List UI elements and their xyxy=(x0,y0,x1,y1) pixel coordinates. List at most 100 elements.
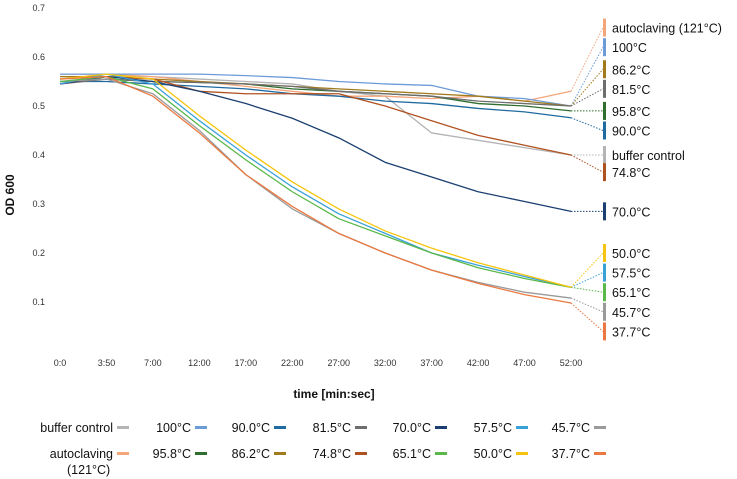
legend-swatch xyxy=(594,426,606,429)
end-label-marker xyxy=(603,101,606,120)
end-label: 100°C xyxy=(612,41,647,55)
end-label: buffer control xyxy=(612,149,685,163)
legend-label: 50.0°C xyxy=(474,447,512,461)
x-tick-label: 7:00 xyxy=(144,358,162,368)
end-label-marker xyxy=(603,18,606,37)
end-label: 70.0°C xyxy=(612,205,650,219)
x-tick-label: 17:00 xyxy=(235,358,258,368)
legend-label: 86.2°C xyxy=(232,447,270,461)
end-label-marker xyxy=(603,146,606,164)
y-tick-label: 0.6 xyxy=(32,52,45,62)
legend-swatch xyxy=(195,426,207,429)
series-line xyxy=(59,75,572,212)
legend-label: 74.8°C xyxy=(313,447,351,461)
end-label: 45.7°C xyxy=(612,306,650,320)
series-connector xyxy=(570,252,604,288)
legend-label: 95.8°C xyxy=(153,447,191,461)
x-tick-label: 37:00 xyxy=(420,358,443,368)
series-line xyxy=(59,78,572,299)
end-label: 37.7°C xyxy=(612,325,650,339)
series-connector xyxy=(570,297,604,313)
y-tick-label: 0.3 xyxy=(32,199,45,209)
end-label: 86.2°C xyxy=(612,63,650,77)
x-axis-title: time [min:sec] xyxy=(293,387,374,401)
legend-swatch xyxy=(435,452,447,455)
x-tick-label: 32:00 xyxy=(374,358,397,368)
series-line xyxy=(59,73,572,288)
legend-label: 70.0°C xyxy=(393,421,431,435)
series-connector xyxy=(570,302,604,332)
end-label-marker xyxy=(603,322,606,341)
x-tick-label: 12:00 xyxy=(188,358,211,368)
legend-label: 65.1°C xyxy=(393,447,431,461)
series-line xyxy=(59,75,572,288)
y-axis: 0.1 0.2 0.3 0.4 0.5 0.6 0.7 xyxy=(32,3,45,307)
x-tick-label: 52:00 xyxy=(560,358,583,368)
series-line xyxy=(59,73,572,288)
x-tick-label: 47:00 xyxy=(513,358,536,368)
series-line xyxy=(60,80,572,119)
legend-swatch xyxy=(516,426,528,429)
end-label: 57.5°C xyxy=(612,267,650,281)
legend-label: 57.5°C xyxy=(474,421,512,435)
end-label-marker xyxy=(603,60,606,79)
legend-swatch xyxy=(274,452,286,455)
end-label: 74.8°C xyxy=(612,166,650,180)
y-tick-label: 0.5 xyxy=(32,101,45,111)
end-label: 90.0°C xyxy=(612,125,650,139)
legend-label: 100°C xyxy=(156,421,191,435)
legend-label: 90.0°C xyxy=(232,421,270,435)
legend-label: 37.7°C xyxy=(552,447,590,461)
x-tick-label: 0:0 xyxy=(54,358,67,368)
x-tick-label: 3:50 xyxy=(98,358,116,368)
series-lines xyxy=(59,27,604,332)
legend-label: 45.7°C xyxy=(552,421,590,435)
legend-label: buffer control xyxy=(40,421,113,435)
x-axis: 0:0 3:50 7:00 12:00 17:00 22:00 27:00 32:00 37:0… xyxy=(54,358,583,368)
end-label: autoclaving (121°C) xyxy=(612,22,722,36)
legend-swatch xyxy=(117,452,129,455)
y-tick-label: 0.4 xyxy=(32,150,45,160)
legend-swatch xyxy=(117,426,129,429)
legend-label-cont: (121°C) xyxy=(67,463,110,477)
end-label-marker xyxy=(603,202,606,221)
x-tick-label: 42:00 xyxy=(467,358,490,368)
legend-label: 81.5°C xyxy=(313,421,351,435)
end-label-marker xyxy=(603,38,606,57)
x-tick-label: 22:00 xyxy=(281,358,304,368)
end-label-marker xyxy=(603,244,606,262)
end-label: 95.8°C xyxy=(612,105,650,119)
legend-swatch xyxy=(435,426,447,429)
series-connector xyxy=(570,272,604,288)
y-axis-title: OD 600 xyxy=(3,174,17,216)
end-label-marker xyxy=(603,263,606,282)
legend-swatch xyxy=(274,426,286,429)
series-connector xyxy=(570,27,604,92)
end-label: 65.1°C xyxy=(612,286,650,300)
end-label-marker xyxy=(603,283,606,302)
end-label-marker xyxy=(603,121,606,140)
y-tick-label: 0.7 xyxy=(32,3,45,13)
end-labels: buffer control autoclaving (121°C) 100°C 95… xyxy=(603,18,722,341)
y-tick-label: 0.1 xyxy=(32,297,45,307)
legend: buffer control 100°C 90.0°C 81.5°C 70.0°C 57.… xyxy=(40,421,606,477)
legend-swatch xyxy=(594,452,606,455)
series-connector xyxy=(570,46,604,107)
end-label-marker xyxy=(603,302,606,321)
end-label-marker xyxy=(603,79,606,98)
legend-swatch xyxy=(355,426,367,429)
y-tick-label: 0.2 xyxy=(32,248,45,258)
legend-swatch xyxy=(355,452,367,455)
end-label: 81.5°C xyxy=(612,83,650,97)
series-connector xyxy=(570,68,604,107)
end-label: 50.0°C xyxy=(612,247,650,261)
series-connector xyxy=(570,88,604,107)
series-connector xyxy=(570,286,604,293)
legend-swatch xyxy=(195,452,207,455)
end-label-marker xyxy=(603,163,606,182)
series-connector xyxy=(570,117,604,131)
x-tick-label: 27:00 xyxy=(327,358,350,368)
series-connector xyxy=(570,154,604,173)
legend-label: autoclaving xyxy=(50,447,113,461)
